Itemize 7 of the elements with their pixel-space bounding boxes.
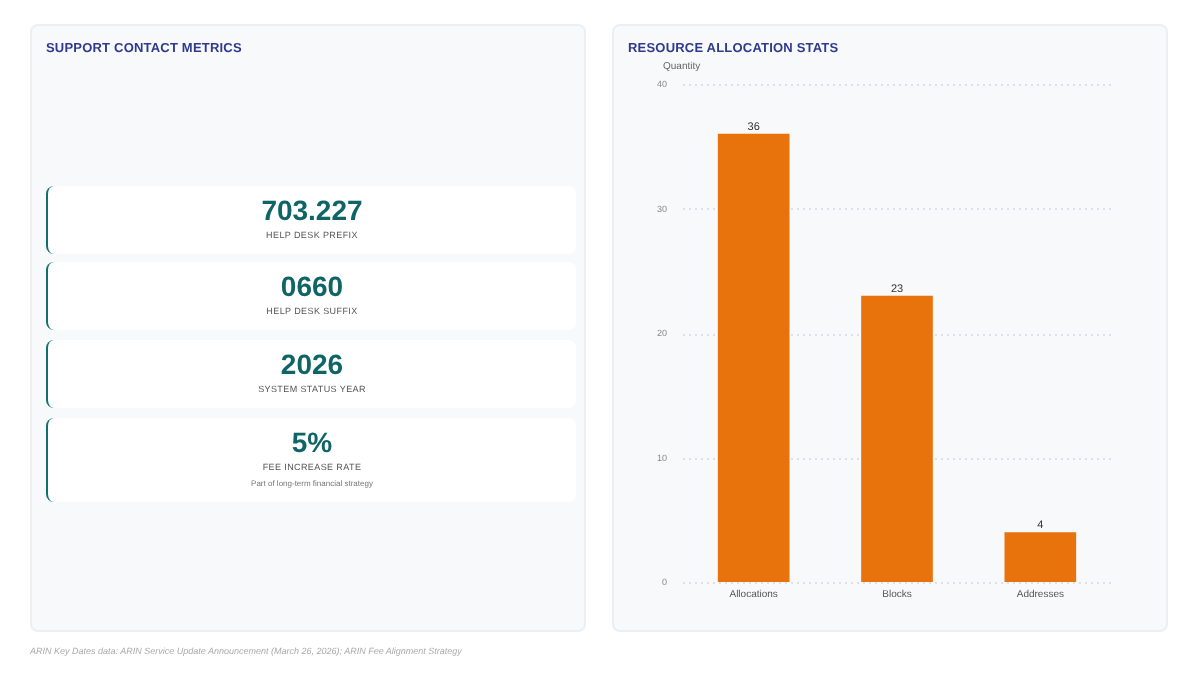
text: 0660 — [280, 270, 344, 302]
bar — [861, 295, 933, 582]
text: 5% — [291, 426, 333, 458]
bar — [1004, 532, 1077, 582]
text: 2026 — [280, 348, 344, 380]
bar — [717, 133, 790, 582]
text: 703.227 — [261, 194, 363, 226]
